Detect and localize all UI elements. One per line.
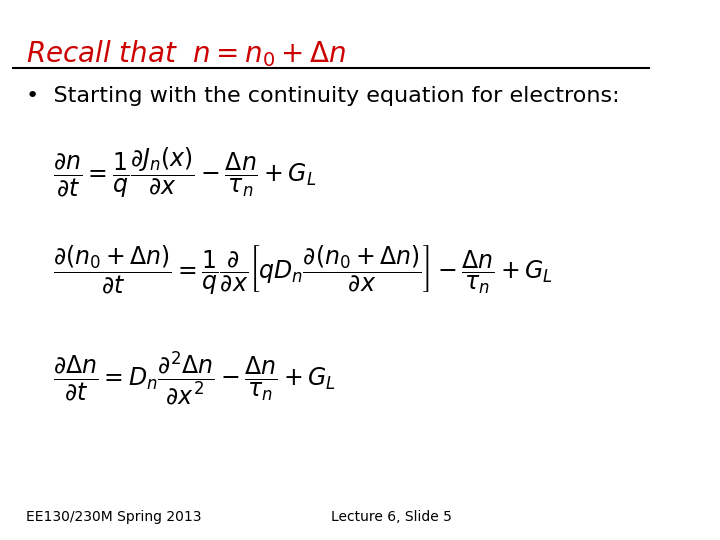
Text: Lecture 6, Slide 5: Lecture 6, Slide 5	[331, 510, 452, 524]
Text: Recall that  $n = n_0 + \Delta n$: Recall that $n = n_0 + \Delta n$	[27, 38, 346, 69]
Text: $\dfrac{\partial(n_0 + \Delta n)}{\partial t} = \dfrac{1}{q}\dfrac{\partial}{\pa: $\dfrac{\partial(n_0 + \Delta n)}{\parti…	[53, 243, 553, 297]
Text: •  Starting with the continuity equation for electrons:: • Starting with the continuity equation …	[27, 86, 620, 106]
Text: $\dfrac{\partial n}{\partial t} = \dfrac{1}{q}\dfrac{\partial J_n(x)}{\partial x: $\dfrac{\partial n}{\partial t} = \dfrac…	[53, 146, 316, 200]
Text: $\dfrac{\partial \Delta n}{\partial t} = D_n\dfrac{\partial^2 \Delta n}{\partial: $\dfrac{\partial \Delta n}{\partial t} =…	[53, 349, 336, 407]
Text: EE130/230M Spring 2013: EE130/230M Spring 2013	[27, 510, 202, 524]
